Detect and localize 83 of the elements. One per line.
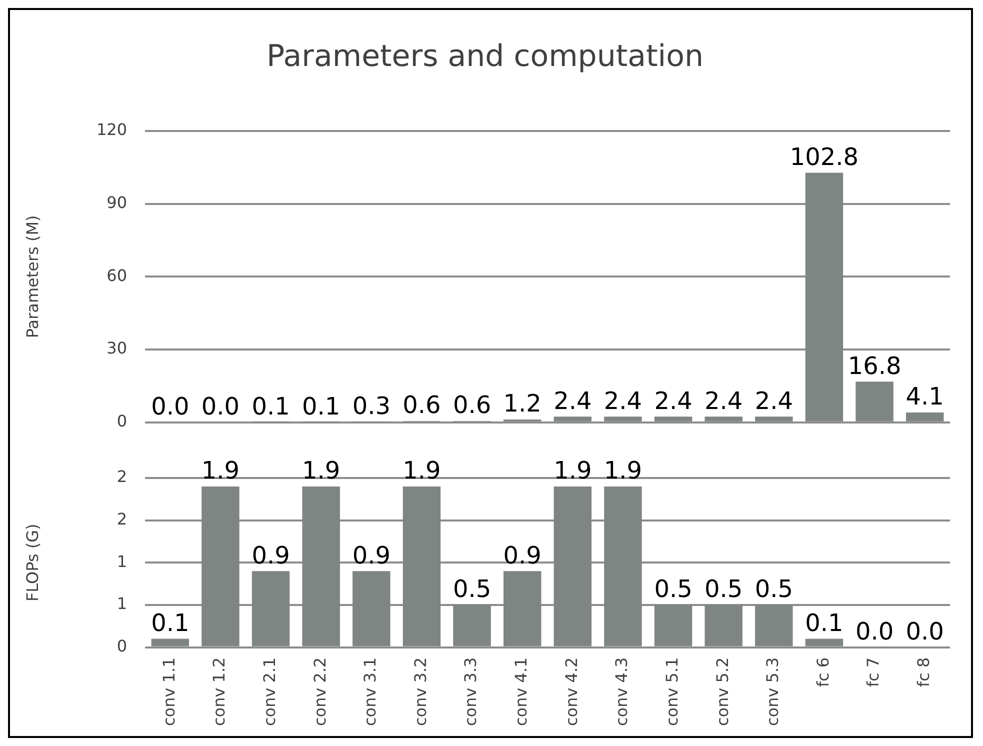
y-tick-label: 1 <box>116 594 127 614</box>
y-tick-label: 0 <box>116 636 127 656</box>
y-tick-label: 0 <box>116 412 127 431</box>
data-label: 1.9 <box>201 456 240 485</box>
data-label: 0.5 <box>452 575 492 604</box>
bar <box>704 416 742 422</box>
bar <box>554 486 592 646</box>
y-tick-label: 2 <box>116 467 127 486</box>
data-label: 0.3 <box>352 392 390 420</box>
bar <box>503 571 542 646</box>
x-tick-label: conv 5.1 <box>662 657 682 726</box>
bar <box>302 486 340 646</box>
bar <box>654 416 692 422</box>
bar <box>402 486 441 646</box>
data-label: 0.5 <box>704 575 743 604</box>
data-label: 0.9 <box>252 541 290 570</box>
bar <box>352 571 390 646</box>
data-label: 2.4 <box>704 386 743 415</box>
data-label: 0.0 <box>906 618 944 646</box>
data-label: 0.9 <box>503 541 542 570</box>
data-label: 0.5 <box>754 575 793 604</box>
x-tick-label: conv 2.2 <box>310 657 330 726</box>
data-label: 0.1 <box>805 609 844 638</box>
y-tick-label: 2 <box>116 509 127 528</box>
bar <box>856 382 894 422</box>
x-tick-label: fc 8 <box>914 657 933 687</box>
data-label: 0.9 <box>352 541 390 570</box>
data-label: 16.8 <box>848 352 902 380</box>
data-label: 0.1 <box>302 392 340 420</box>
bar <box>755 416 793 422</box>
bar <box>252 571 290 646</box>
x-tick-label: fc 7 <box>864 657 883 687</box>
data-label: 2.4 <box>654 386 692 415</box>
data-label: 2.4 <box>754 386 793 415</box>
x-tick-label: conv 2.1 <box>260 657 279 726</box>
bar <box>654 604 692 646</box>
bar <box>202 486 240 646</box>
data-label: 0.1 <box>151 609 190 638</box>
x-tick-label: fc 6 <box>813 657 832 687</box>
data-label: 1.9 <box>302 456 340 485</box>
data-label: 0.0 <box>151 392 190 421</box>
y-tick-label: 60 <box>106 266 127 285</box>
data-label: 0.0 <box>201 392 240 421</box>
x-tick-label: conv 4.3 <box>612 657 632 726</box>
y-tick-label: 30 <box>106 338 127 358</box>
data-label: 2.4 <box>604 386 642 415</box>
x-tick-label: conv 5.2 <box>712 657 732 726</box>
data-label: 0.5 <box>654 575 692 604</box>
bar <box>453 604 491 646</box>
y-axis-title: FLOPs (G) <box>22 524 42 602</box>
bar <box>604 486 642 646</box>
x-tick-label: conv 1.2 <box>210 657 229 726</box>
x-tick-label: conv 5.3 <box>763 657 782 726</box>
x-tick-label: conv 3.3 <box>461 657 480 726</box>
bar <box>805 638 844 646</box>
bar <box>151 638 190 646</box>
data-label: 0.6 <box>402 391 441 420</box>
data-label: 1.9 <box>402 456 441 485</box>
x-tick-label: conv 4.1 <box>512 657 530 726</box>
bar <box>604 416 642 422</box>
bar <box>554 416 592 422</box>
data-label: 1.2 <box>503 390 542 418</box>
chart-title: Parameters and computation <box>266 38 704 74</box>
bar <box>704 604 742 646</box>
x-tick-label: conv 1.1 <box>159 657 178 726</box>
x-tick-label: conv 4.2 <box>562 657 581 726</box>
bar <box>755 604 793 646</box>
y-tick-label: 90 <box>106 193 127 212</box>
bar <box>805 172 844 422</box>
bar <box>906 412 944 422</box>
data-label: 1.9 <box>554 456 592 485</box>
data-label: 2.4 <box>554 386 592 415</box>
data-label: 0.0 <box>855 618 894 646</box>
y-tick-label: 1 <box>116 552 127 571</box>
data-label: 0.6 <box>452 391 492 420</box>
data-label: 4.1 <box>906 382 944 411</box>
x-tick-label: conv 3.1 <box>360 657 380 726</box>
data-label: 0.1 <box>252 392 290 420</box>
x-tick-label: conv 3.2 <box>410 657 430 726</box>
y-axis-title: Parameters (M) <box>22 215 42 338</box>
y-tick-label: 120 <box>96 120 127 140</box>
data-label: 102.8 <box>790 143 859 171</box>
data-label: 1.9 <box>604 456 642 485</box>
